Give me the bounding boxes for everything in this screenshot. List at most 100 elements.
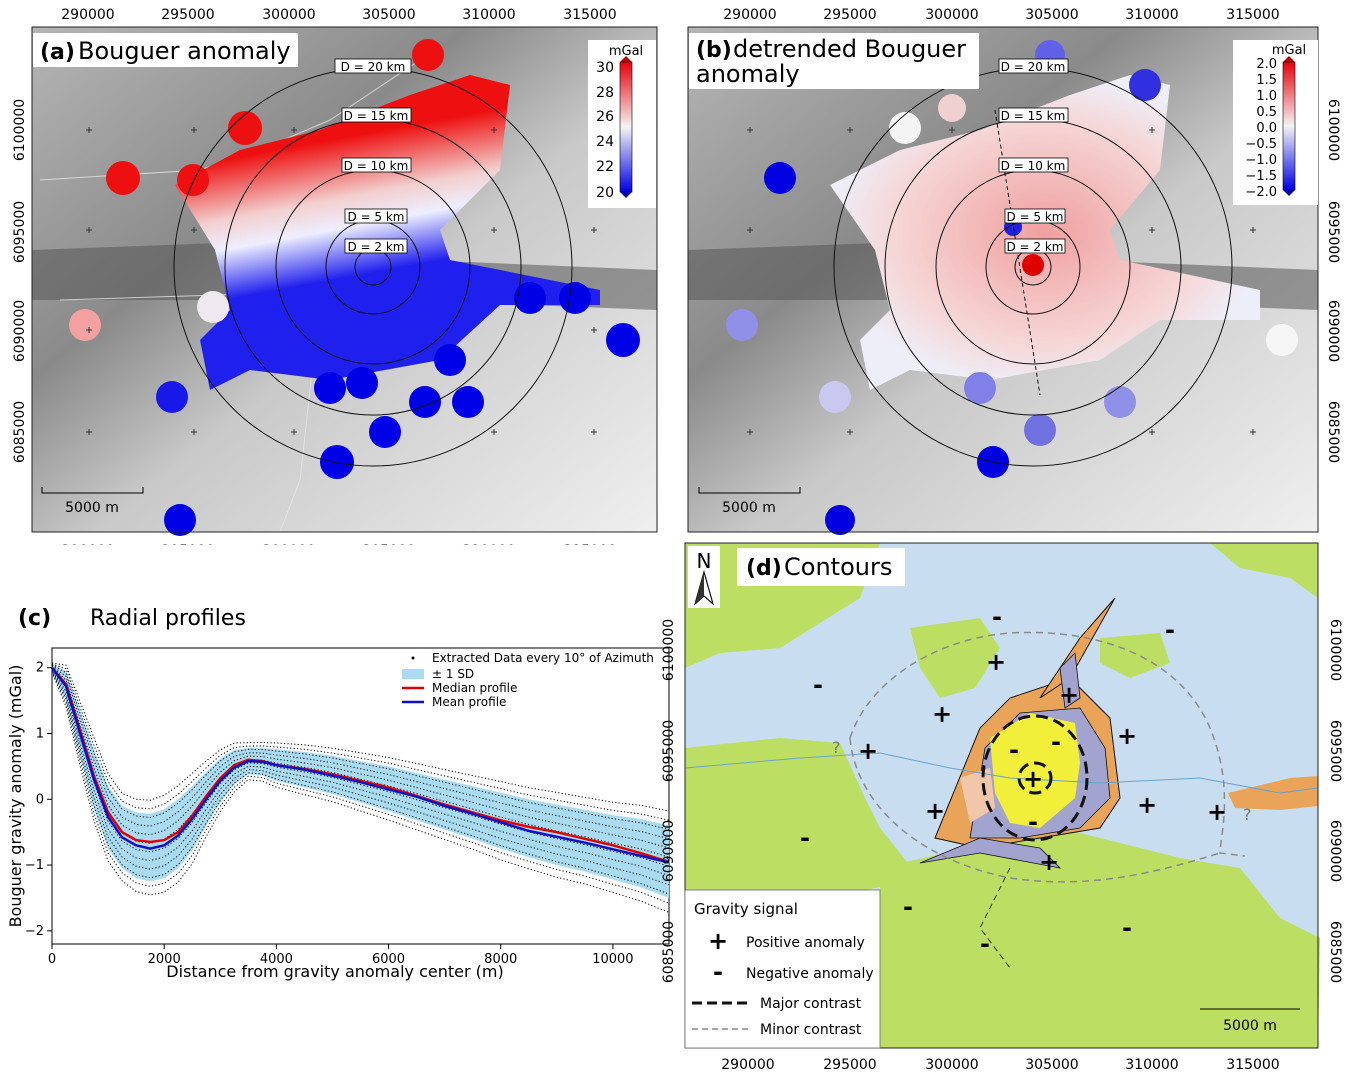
- colorbar-b-tick: 0.5: [1256, 105, 1277, 120]
- y-tick-label: −1: [25, 858, 44, 873]
- minor-contrast-contours: [849, 631, 1246, 883]
- panel-a-letter: (a): [40, 40, 75, 65]
- ring-label-boxes-a: [334, 58, 412, 254]
- x-tick-a-bottom: 305000: [362, 543, 415, 545]
- y-tick-a: 6090000: [12, 300, 28, 362]
- x-tick-a-bottom: 310000: [462, 543, 515, 545]
- legend-minus-symbol: -: [713, 958, 723, 986]
- y-tick-label: 1: [36, 727, 44, 742]
- ring-label-a-20: D = 20 km: [341, 60, 406, 74]
- panel-c-title: Radial profiles: [90, 606, 246, 631]
- extracted-profile: [51, 662, 670, 812]
- y-tick-b: 6095000: [1325, 201, 1341, 263]
- x-tick-a-top: 315000: [563, 7, 616, 23]
- y-tick-d-right: 6095000: [1327, 720, 1343, 782]
- positive-anomaly-mark: +: [1039, 848, 1059, 876]
- legend-title: Gravity signal: [694, 900, 798, 918]
- negative-anomaly-mark: -: [1165, 616, 1175, 644]
- legend-item: Extracted Data every 10° of Azimuth: [432, 651, 654, 665]
- positive-anomaly-mark: +: [1059, 681, 1079, 709]
- extracted-profile: [51, 672, 670, 913]
- x-tick-a-top: 295000: [161, 7, 214, 23]
- colorbar-b-tick: −1.5: [1245, 169, 1277, 184]
- panel-b-title-line2: anomaly: [696, 60, 800, 88]
- x-tick-label: 6000: [372, 952, 405, 967]
- scalebar-a: 5000 m: [65, 500, 119, 516]
- colorbar-b-unit: mGal: [1272, 43, 1306, 58]
- panel-a-map: D = 20 km D = 15 km D = 10 km D = 5 km D…: [12, 7, 658, 545]
- geology-center: [919, 597, 1318, 869]
- panel-b-letter: (b): [696, 38, 732, 63]
- colorbar-a-tick: 22: [596, 159, 614, 175]
- x-axis-label: Distance from gravity anomaly center (m): [166, 962, 503, 981]
- extracted-profile: [51, 671, 670, 904]
- y-tick-b: 6085000: [1325, 401, 1341, 463]
- question-mark: ?: [832, 738, 841, 757]
- positive-anomaly-mark: +: [986, 648, 1006, 676]
- scalebar-d: 5000 m: [1223, 1018, 1277, 1034]
- legend-plus-symbol: +: [708, 927, 728, 955]
- x-tick-label: 10000: [592, 952, 633, 967]
- positive-anomaly-mark: +: [1117, 722, 1137, 750]
- x-tick-b-top: 305000: [1025, 7, 1078, 23]
- positive-anomaly-mark: +: [932, 700, 952, 728]
- x-tick-a-bottom: 290000: [61, 543, 114, 545]
- extracted-profile: [51, 666, 670, 858]
- colorbar-b-tick: 0.0: [1256, 121, 1277, 136]
- ring-label-a-10: D = 10 km: [344, 159, 409, 173]
- x-tick-d: 310000: [1125, 1057, 1178, 1073]
- anomaly-blobs-a: [69, 39, 640, 536]
- x-tick-a-bottom: 295000: [161, 543, 214, 545]
- negative-anomaly-mark: -: [980, 930, 990, 958]
- negative-anomaly-mark: -: [813, 671, 823, 699]
- panel-d-letter: (d): [746, 556, 782, 581]
- y-tick-d-left: 6095000: [661, 720, 677, 782]
- colorbar-b-tick: 1.0: [1256, 89, 1277, 104]
- anomaly-signs: + + + + + + + + + + - - - - - - - - - -: [800, 603, 1227, 958]
- colorbar-b-tick: −0.5: [1245, 137, 1277, 152]
- x-tick-d: 305000: [1025, 1057, 1078, 1073]
- colorbar-b-tick: 1.5: [1256, 73, 1277, 88]
- negative-anomaly-mark: -: [1122, 914, 1132, 942]
- negative-anomaly-mark: -: [1051, 728, 1061, 756]
- question-mark: ?: [1243, 805, 1252, 824]
- negative-anomaly-mark: -: [992, 603, 1002, 631]
- radial-profiles-chart: (c) Radial profiles 0 2000 4000 6000 8000 100…: [6, 606, 670, 981]
- colorbar-a-tick: 20: [596, 185, 614, 201]
- extracted-profile: [51, 668, 670, 877]
- y-tick-d-left: 6100000: [661, 619, 677, 681]
- colorbar-b-tick: 2.0: [1256, 57, 1277, 72]
- negative-anomaly-mark: -: [800, 824, 810, 852]
- legend-item: Mean profile: [432, 695, 506, 709]
- panel-a-title: Bouguer anomaly: [78, 37, 291, 65]
- ring-label-b-20: D = 20 km: [1001, 60, 1066, 74]
- map-grid-crosses-a: [86, 127, 597, 435]
- positive-anomaly-mark: +: [925, 797, 945, 825]
- x-tick-b-top: 290000: [723, 7, 776, 23]
- ring-label-a-2: D = 2 km: [347, 240, 404, 254]
- negative-anomaly-mark: -: [1009, 736, 1019, 764]
- legend-item: Negative anomaly: [746, 966, 874, 982]
- legend-item: Major contrast: [760, 996, 862, 1012]
- mean-profile-line: [51, 666, 670, 864]
- y-tick-label: −2: [25, 924, 44, 939]
- y-tick-a: 6095000: [12, 201, 28, 263]
- legend-patch-symbol: [402, 669, 424, 679]
- ring-label-b-10: D = 10 km: [1001, 159, 1066, 173]
- positive-anomaly-mark: +: [858, 737, 878, 765]
- panel-d-left-axis: 6100000 6095000 6090000 6085000: [661, 619, 677, 983]
- colorbar-a-tick: 30: [596, 60, 614, 76]
- x-tick-b-top: 295000: [823, 7, 876, 23]
- x-tick-d: 300000: [925, 1057, 978, 1073]
- colorbar-a-tick: 26: [596, 109, 614, 125]
- y-tick-d-left: 6085000: [661, 921, 677, 983]
- y-tick-d-right: 6100000: [1327, 619, 1343, 681]
- legend-dots-symbol: [411, 656, 415, 660]
- y-tick-d-right: 6085000: [1327, 921, 1343, 983]
- y-tick-b: 6100000: [1325, 99, 1341, 161]
- positive-anomaly-mark: +: [1137, 791, 1157, 819]
- y-tick-d-right: 6090000: [1327, 820, 1343, 882]
- ring-label-a-15: D = 15 km: [344, 109, 409, 123]
- colorbar-a-tick: 28: [596, 85, 614, 101]
- y-tick-a: 6085000: [12, 401, 28, 463]
